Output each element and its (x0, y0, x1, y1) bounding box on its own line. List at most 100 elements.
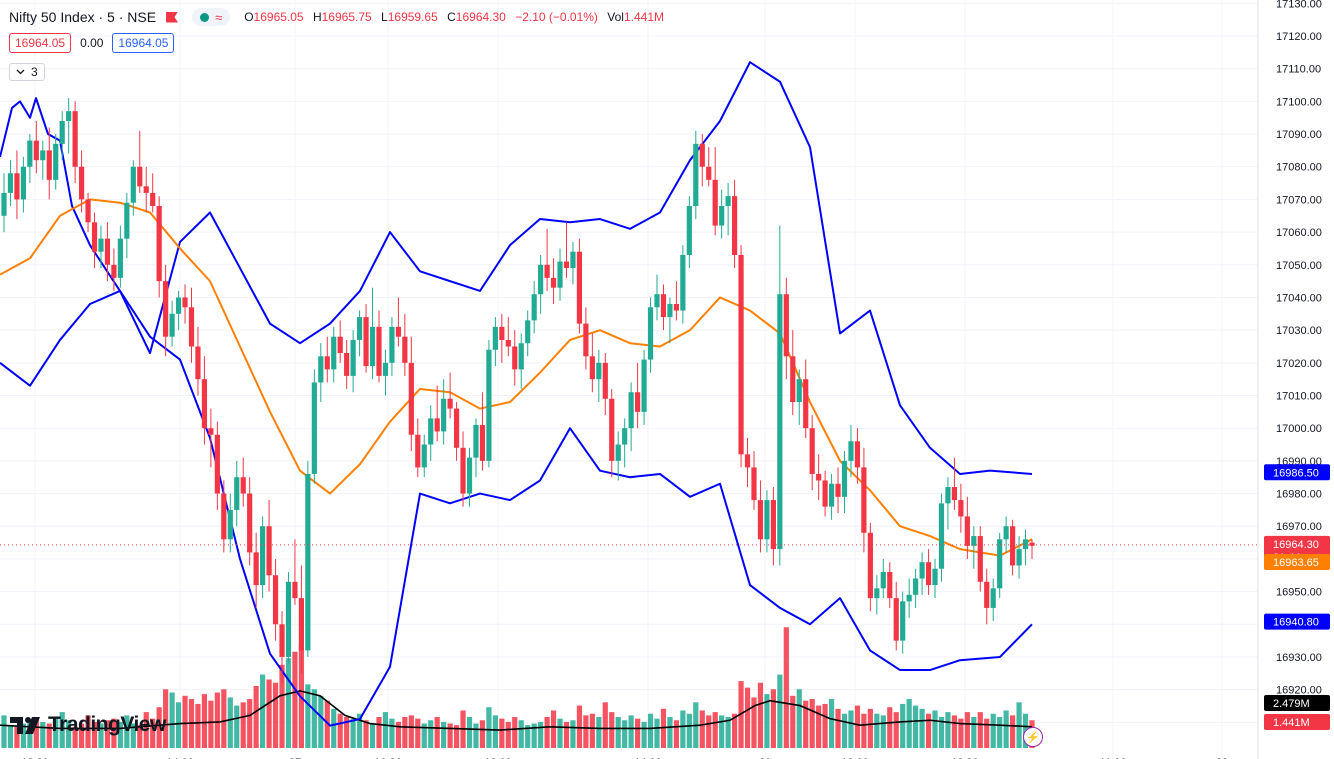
candle[interactable] (880, 558, 886, 599)
candle[interactable] (538, 254, 544, 314)
candle[interactable] (602, 353, 608, 416)
candle[interactable] (260, 516, 266, 599)
candle[interactable] (324, 336, 330, 383)
candle[interactable] (447, 372, 453, 419)
candle[interactable] (85, 192, 91, 233)
candle[interactable] (208, 408, 214, 468)
candle[interactable] (363, 304, 369, 373)
candle[interactable] (848, 424, 854, 478)
candle[interactable] (27, 134, 33, 184)
candle[interactable] (305, 460, 311, 657)
candle[interactable] (706, 147, 712, 187)
candle[interactable] (525, 310, 531, 357)
candle[interactable] (298, 565, 305, 674)
candle[interactable] (512, 330, 518, 386)
candle[interactable] (59, 111, 65, 161)
candle[interactable] (647, 297, 654, 373)
candle[interactable] (188, 287, 195, 363)
candle[interactable] (1010, 519, 1016, 576)
candle[interactable] (1003, 516, 1009, 553)
candle[interactable] (356, 310, 363, 357)
candle[interactable] (887, 562, 893, 608)
candle[interactable] (925, 549, 932, 595)
candle[interactable] (777, 225, 783, 566)
lightning-icon[interactable]: ⚡ (1023, 727, 1043, 747)
candle[interactable] (143, 166, 149, 213)
candle[interactable] (609, 388, 615, 478)
candle[interactable] (738, 245, 744, 468)
candle[interactable] (654, 274, 660, 321)
candle[interactable] (441, 379, 447, 445)
candle[interactable] (583, 307, 589, 370)
candle[interactable] (660, 284, 667, 331)
candle[interactable] (615, 431, 621, 481)
candle[interactable] (395, 297, 401, 347)
candle[interactable] (958, 483, 964, 533)
candle[interactable] (938, 493, 945, 582)
candle[interactable] (531, 281, 537, 334)
candle[interactable] (635, 362, 641, 429)
candle[interactable] (111, 248, 117, 291)
candle[interactable] (913, 568, 919, 608)
candle[interactable] (719, 189, 725, 239)
candle[interactable] (408, 336, 414, 452)
candle[interactable] (673, 281, 680, 321)
candle[interactable] (234, 460, 240, 527)
candle[interactable] (589, 333, 595, 393)
candle[interactable] (14, 150, 20, 220)
candle[interactable] (169, 300, 175, 347)
candle[interactable] (434, 385, 440, 442)
candle[interactable] (240, 457, 246, 507)
time-axis[interactable]: 13:30 14:00 27 10:30 12:00 14:00 30 12:00 13:30 1… (21, 757, 1228, 759)
candle[interactable] (130, 160, 136, 216)
candle[interactable] (796, 369, 802, 425)
candle[interactable] (984, 568, 990, 625)
candle[interactable] (344, 339, 350, 389)
candle[interactable] (667, 297, 673, 344)
candle[interactable] (803, 359, 809, 438)
candle[interactable] (20, 156, 26, 213)
candle[interactable] (576, 238, 583, 334)
candle[interactable] (175, 290, 182, 331)
candle[interactable] (557, 248, 563, 301)
candle[interactable] (990, 578, 996, 622)
candle[interactable] (453, 402, 460, 461)
candle[interactable] (861, 447, 867, 553)
candle[interactable] (757, 480, 764, 553)
candle[interactable] (415, 418, 421, 478)
candle[interactable] (1016, 536, 1022, 579)
candle[interactable] (1022, 529, 1029, 566)
candle[interactable] (951, 457, 958, 510)
candle[interactable] (699, 134, 705, 187)
candle[interactable] (770, 487, 776, 566)
market-status-pill[interactable]: ≈ (192, 8, 231, 26)
candle[interactable] (744, 437, 751, 488)
candle[interactable] (104, 222, 111, 282)
candle[interactable] (964, 496, 970, 559)
candle[interactable] (227, 493, 233, 553)
candle[interactable] (570, 241, 576, 285)
candle[interactable] (421, 434, 427, 478)
sell-button[interactable]: 16964.05 (9, 33, 72, 53)
candle[interactable] (1029, 539, 1035, 559)
candle[interactable] (596, 349, 602, 403)
candle[interactable] (764, 490, 770, 553)
candle[interactable] (466, 447, 473, 507)
candle[interactable] (622, 418, 628, 468)
candle[interactable] (919, 552, 925, 595)
candle[interactable] (906, 578, 912, 618)
candle[interactable] (563, 222, 570, 278)
candle[interactable] (731, 179, 738, 269)
candle[interactable] (201, 356, 208, 445)
candle[interactable] (628, 382, 634, 452)
candle[interactable] (997, 532, 1003, 599)
candle[interactable] (725, 183, 731, 236)
candle[interactable] (822, 470, 828, 517)
candle[interactable] (7, 160, 14, 206)
candle[interactable] (389, 317, 395, 376)
candle[interactable] (686, 196, 692, 269)
candle[interactable] (292, 539, 298, 605)
candle[interactable] (809, 415, 815, 491)
candle[interactable] (214, 421, 220, 510)
candle[interactable] (311, 369, 317, 484)
